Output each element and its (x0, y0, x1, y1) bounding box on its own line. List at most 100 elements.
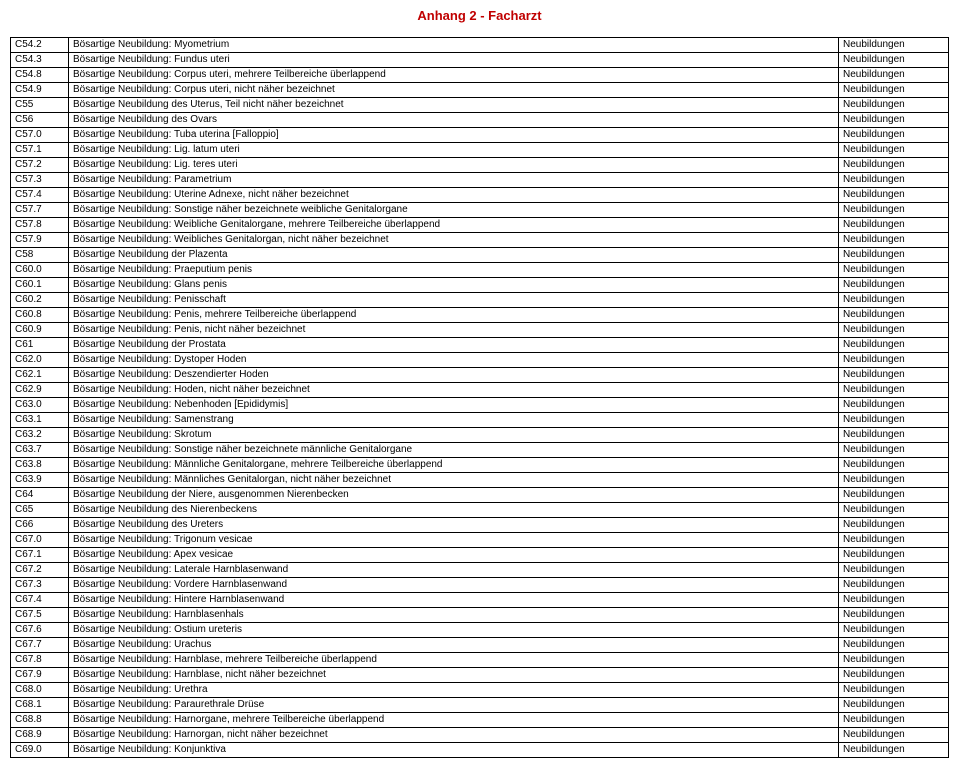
category-cell: Neubildungen (839, 578, 949, 593)
category-cell: Neubildungen (839, 353, 949, 368)
category-cell: Neubildungen (839, 743, 949, 758)
category-cell: Neubildungen (839, 698, 949, 713)
code-cell: C67.3 (11, 578, 69, 593)
description-cell: Bösartige Neubildung: Praeputium penis (69, 263, 839, 278)
description-cell: Bösartige Neubildung: Lig. latum uteri (69, 143, 839, 158)
category-cell: Neubildungen (839, 533, 949, 548)
description-cell: Bösartige Neubildung: Sonstige näher bez… (69, 443, 839, 458)
category-cell: Neubildungen (839, 113, 949, 128)
code-cell: C54.3 (11, 53, 69, 68)
table-row: C64Bösartige Neubildung der Niere, ausge… (11, 488, 949, 503)
table-row: C57.3Bösartige Neubildung: ParametriumNe… (11, 173, 949, 188)
code-cell: C68.0 (11, 683, 69, 698)
code-cell: C63.7 (11, 443, 69, 458)
code-cell: C67.9 (11, 668, 69, 683)
description-cell: Bösartige Neubildung: Dystoper Hoden (69, 353, 839, 368)
table-row: C68.9Bösartige Neubildung: Harnorgan, ni… (11, 728, 949, 743)
category-cell: Neubildungen (839, 398, 949, 413)
table-row: C67.6Bösartige Neubildung: Ostium ureter… (11, 623, 949, 638)
category-cell: Neubildungen (839, 38, 949, 53)
code-cell: C62.9 (11, 383, 69, 398)
code-cell: C67.4 (11, 593, 69, 608)
page-title: Anhang 2 - Facharzt (10, 8, 949, 23)
description-cell: Bösartige Neubildung: Deszendierter Hode… (69, 368, 839, 383)
description-cell: Bösartige Neubildung: Sonstige näher bez… (69, 203, 839, 218)
category-cell: Neubildungen (839, 218, 949, 233)
description-cell: Bösartige Neubildung: Männliches Genital… (69, 473, 839, 488)
description-cell: Bösartige Neubildung: Penisschaft (69, 293, 839, 308)
description-cell: Bösartige Neubildung der Niere, ausgenom… (69, 488, 839, 503)
code-cell: C57.0 (11, 128, 69, 143)
category-cell: Neubildungen (839, 683, 949, 698)
code-cell: C60.9 (11, 323, 69, 338)
code-cell: C68.9 (11, 728, 69, 743)
description-cell: Bösartige Neubildung des Ovars (69, 113, 839, 128)
description-cell: Bösartige Neubildung: Uterine Adnexe, ni… (69, 188, 839, 203)
code-cell: C54.9 (11, 83, 69, 98)
description-cell: Bösartige Neubildung: Nebenhoden [Epidid… (69, 398, 839, 413)
table-row: C68.0Bösartige Neubildung: UrethraNeubil… (11, 683, 949, 698)
code-cell: C67.2 (11, 563, 69, 578)
table-row: C54.8Bösartige Neubildung: Corpus uteri,… (11, 68, 949, 83)
description-cell: Bösartige Neubildung: Lig. teres uteri (69, 158, 839, 173)
table-row: C57.7Bösartige Neubildung: Sonstige nähe… (11, 203, 949, 218)
table-row: C67.7Bösartige Neubildung: UrachusNeubil… (11, 638, 949, 653)
table-row: C60.9Bösartige Neubildung: Penis, nicht … (11, 323, 949, 338)
diagnosis-table: C54.2Bösartige Neubildung: MyometriumNeu… (10, 37, 949, 758)
table-row: C69.0Bösartige Neubildung: KonjunktivaNe… (11, 743, 949, 758)
category-cell: Neubildungen (839, 473, 949, 488)
description-cell: Bösartige Neubildung: Corpus uteri, nich… (69, 83, 839, 98)
code-cell: C69.0 (11, 743, 69, 758)
category-cell: Neubildungen (839, 623, 949, 638)
code-cell: C55 (11, 98, 69, 113)
table-row: C63.7Bösartige Neubildung: Sonstige nähe… (11, 443, 949, 458)
code-cell: C60.8 (11, 308, 69, 323)
category-cell: Neubildungen (839, 173, 949, 188)
category-cell: Neubildungen (839, 413, 949, 428)
description-cell: Bösartige Neubildung des Nierenbeckens (69, 503, 839, 518)
category-cell: Neubildungen (839, 158, 949, 173)
table-row: C63.2Bösartige Neubildung: SkrotumNeubil… (11, 428, 949, 443)
category-cell: Neubildungen (839, 128, 949, 143)
table-row: C67.3Bösartige Neubildung: Vordere Harnb… (11, 578, 949, 593)
description-cell: Bösartige Neubildung: Glans penis (69, 278, 839, 293)
table-row: C57.0Bösartige Neubildung: Tuba uterina … (11, 128, 949, 143)
category-cell: Neubildungen (839, 98, 949, 113)
description-cell: Bösartige Neubildung: Apex vesicae (69, 548, 839, 563)
table-row: C54.9Bösartige Neubildung: Corpus uteri,… (11, 83, 949, 98)
category-cell: Neubildungen (839, 323, 949, 338)
category-cell: Neubildungen (839, 503, 949, 518)
category-cell: Neubildungen (839, 563, 949, 578)
code-cell: C57.4 (11, 188, 69, 203)
description-cell: Bösartige Neubildung: Laterale Harnblase… (69, 563, 839, 578)
table-row: C66Bösartige Neubildung des UretersNeubi… (11, 518, 949, 533)
category-cell: Neubildungen (839, 428, 949, 443)
code-cell: C54.2 (11, 38, 69, 53)
category-cell: Neubildungen (839, 233, 949, 248)
description-cell: Bösartige Neubildung: Konjunktiva (69, 743, 839, 758)
description-cell: Bösartige Neubildung: Harnorgane, mehrer… (69, 713, 839, 728)
code-cell: C67.6 (11, 623, 69, 638)
code-cell: C68.1 (11, 698, 69, 713)
category-cell: Neubildungen (839, 68, 949, 83)
category-cell: Neubildungen (839, 458, 949, 473)
code-cell: C56 (11, 113, 69, 128)
code-cell: C57.7 (11, 203, 69, 218)
table-row: C68.8Bösartige Neubildung: Harnorgane, m… (11, 713, 949, 728)
code-cell: C61 (11, 338, 69, 353)
table-row: C63.8Bösartige Neubildung: Männliche Gen… (11, 458, 949, 473)
code-cell: C67.7 (11, 638, 69, 653)
category-cell: Neubildungen (839, 608, 949, 623)
description-cell: Bösartige Neubildung: Harnblase, nicht n… (69, 668, 839, 683)
category-cell: Neubildungen (839, 368, 949, 383)
category-cell: Neubildungen (839, 263, 949, 278)
description-cell: Bösartige Neubildung: Penis, mehrere Tei… (69, 308, 839, 323)
category-cell: Neubildungen (839, 308, 949, 323)
code-cell: C57.9 (11, 233, 69, 248)
description-cell: Bösartige Neubildung: Harnorgan, nicht n… (69, 728, 839, 743)
category-cell: Neubildungen (839, 653, 949, 668)
table-row: C60.8Bösartige Neubildung: Penis, mehrer… (11, 308, 949, 323)
table-row: C67.2Bösartige Neubildung: Laterale Harn… (11, 563, 949, 578)
table-row: C57.2Bösartige Neubildung: Lig. teres ut… (11, 158, 949, 173)
table-row: C57.8Bösartige Neubildung: Weibliche Gen… (11, 218, 949, 233)
